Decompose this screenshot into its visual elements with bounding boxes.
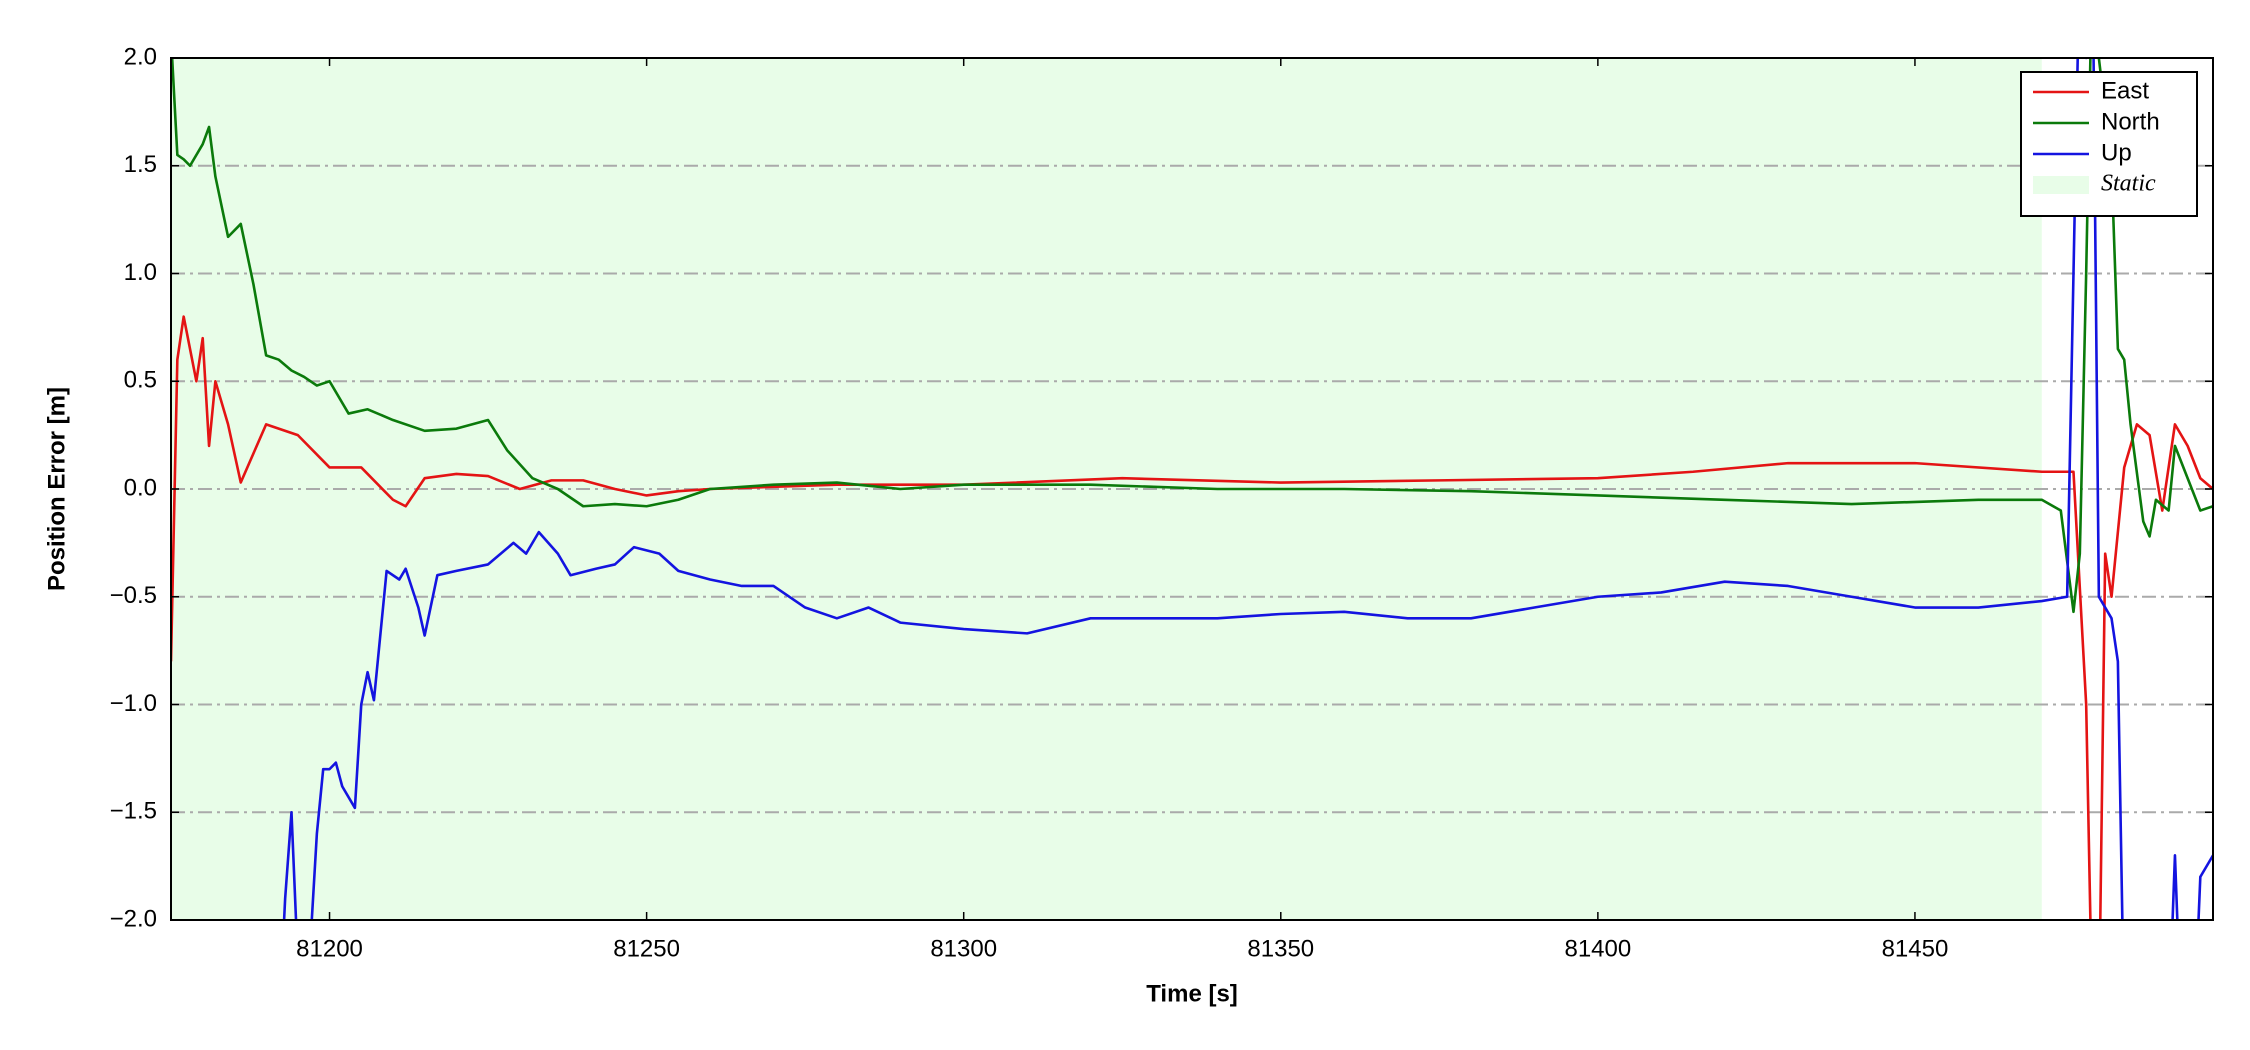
y-tick-label: −0.5 [110, 582, 157, 609]
legend-label: North [2101, 108, 2160, 135]
x-tick-label: 81400 [1564, 935, 1631, 962]
y-tick-label: 2.0 [124, 43, 157, 70]
lines-layer [171, 58, 2213, 920]
y-tick-label: −1.5 [110, 798, 157, 825]
x-tick-label: 81250 [613, 935, 680, 962]
x-axis-label: Time [s] [1146, 980, 1238, 1007]
x-tick-label: 81200 [296, 935, 363, 962]
x-tick-label: 81350 [1247, 935, 1314, 962]
x-tick-label: 81300 [930, 935, 997, 962]
axes-layer: −2.0 −1.5 −1.0 −0.5 0.0 0.5 1.0 1.5 2.0 81200 8125… [110, 43, 2214, 962]
y-axis-label: Position Error [m] [43, 387, 70, 591]
y-tick-label: 0.0 [124, 474, 157, 501]
y-tick-label: 1.5 [124, 151, 157, 178]
y-tick-label: 1.0 [124, 259, 157, 286]
series-line [171, 58, 2213, 614]
y-tick-label: −1.0 [110, 690, 157, 717]
y-tick-label: −2.0 [110, 905, 157, 932]
plot-frame [170, 57, 2214, 921]
legend-label: Up [2101, 139, 2132, 166]
legend-swatch [2033, 176, 2089, 194]
y-tick-label: 0.5 [124, 367, 157, 394]
legend-label: East [2101, 77, 2149, 104]
legend-label: Static [2101, 171, 2156, 197]
series-line [282, 58, 2213, 920]
x-tick-label: 81450 [1882, 935, 1949, 962]
